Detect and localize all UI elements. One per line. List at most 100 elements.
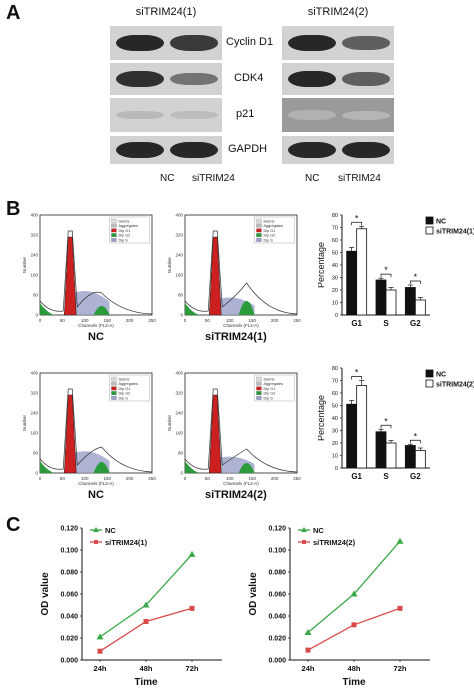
- flow-4-y-tick: 240: [175, 411, 183, 416]
- blot-band: [342, 36, 390, 50]
- western-blot-area: Cyclin D1 CDK4 p21 GAPDH: [0, 0, 474, 190]
- line1-point-NC: [142, 601, 150, 608]
- flow-2-g2-peak: [238, 301, 255, 315]
- line2-y-label: OD value: [248, 572, 259, 616]
- flow-3-outline: [39, 388, 153, 473]
- flow-4-legend-swatch: [256, 396, 262, 400]
- flow-label-si-2: siTRIM24(2): [205, 489, 267, 501]
- flow-1-legend-swatch: [111, 233, 117, 238]
- flow-1-legend-item: Aggregates: [118, 224, 138, 228]
- flow-2-x-tick: 250: [293, 318, 301, 323]
- blot-band: [116, 34, 164, 52]
- line1-x-label: Time: [134, 677, 158, 688]
- bar1-bar-NC: [375, 279, 387, 316]
- bar2-y-tick: 30: [332, 429, 338, 435]
- bar2-bar-siTRIM24(2): [414, 450, 426, 469]
- flow-3-y-tick: 0: [35, 471, 38, 476]
- line1-y-tick: 0.020: [60, 636, 78, 643]
- flow-1-x-tick: 50: [60, 318, 66, 323]
- flow-2-y-tick: 240: [175, 253, 183, 258]
- flow-2-x-tick: 50: [205, 318, 211, 323]
- line2-y-tick: 0.020: [268, 636, 286, 643]
- line1-legend-label: NC: [105, 526, 116, 535]
- flow-1-x-tick: 150: [103, 318, 111, 323]
- bar1-bar-siTRIM24(1): [385, 289, 397, 316]
- blot-band: [342, 110, 390, 120]
- line2-point-NC: [350, 590, 358, 597]
- flow-3-x-tick: 100: [81, 476, 89, 481]
- flow-4-legend-swatch: [256, 391, 262, 395]
- blot-band: [116, 110, 164, 120]
- flow-1-legend-item: Debris: [118, 219, 129, 223]
- lane-label-si-1: siTRIM24: [192, 173, 235, 184]
- line2-legend-marker: [302, 540, 306, 544]
- bar2-y-tick: 80: [332, 366, 338, 372]
- bar2-category-label: S: [383, 472, 389, 481]
- bar2-bar-siTRIM24(2): [385, 442, 397, 469]
- flow-4-legend-item: Dip S: [263, 397, 273, 401]
- line2-legend-label: siTRIM24(2): [313, 538, 356, 547]
- flow-1-legend-item: Dip G1: [118, 229, 130, 233]
- flow-3-legend-swatch: [111, 391, 117, 395]
- flow-4-y-axis-label: Number: [167, 415, 172, 432]
- line1-point-siTRIM24(1): [143, 619, 149, 624]
- protein-label-p21: p21: [236, 108, 255, 120]
- flow-3-debris: [40, 461, 54, 473]
- bar2-y-tick: 60: [332, 391, 338, 397]
- line1-x-tick: 72h: [186, 664, 199, 673]
- flow-1-y-tick: 0: [35, 313, 38, 318]
- flow-1-legend-swatch: [111, 218, 117, 223]
- line2-y-tick: 0.120: [268, 526, 286, 533]
- flow-2-x-axis-label: Channels (FL2-A): [223, 323, 259, 328]
- blot-band: [170, 72, 218, 86]
- line2-point-siTRIM24(2): [305, 647, 311, 653]
- line2-legend-label: NC: [313, 526, 324, 535]
- flow-4-x-tick: 150: [248, 476, 256, 481]
- flow-1-debris: [40, 303, 54, 315]
- line1-line-siTRIM24(1): [99, 607, 193, 652]
- flow-3-legend-swatch: [111, 376, 117, 381]
- flow-3-legend-item: Debris: [118, 377, 129, 381]
- blot-group2-title: siTRIM24(2): [307, 6, 369, 18]
- line2-y-tick: 0.060: [268, 592, 286, 599]
- line1-point-NC: [188, 550, 196, 557]
- bar1-legend-label: siTRIM24(1): [436, 229, 474, 236]
- flow-1-x-tick: 200: [126, 318, 134, 323]
- bar1-category-label: G1: [351, 319, 362, 328]
- flow-2-y-tick: 160: [175, 273, 183, 278]
- flow-3-x-tick: 250: [148, 476, 156, 481]
- flow-label-nc-1: NC: [88, 331, 104, 343]
- flow-4-x-tick: 200: [271, 476, 279, 481]
- flow-3-legend-item: Aggregates: [118, 382, 138, 386]
- flow-3-y-tick: 320: [30, 391, 38, 396]
- bar1-y-tick: 60: [332, 238, 338, 244]
- cell-cycle-bar-chart-1: 0 10 20 30 40 50 60 70 80 Percentage G1 * S * G2 * NC siT…: [318, 213, 474, 328]
- flow-3-x-tick: 200: [126, 476, 134, 481]
- flow-2-legend-item: Aggregates: [263, 224, 283, 228]
- bar1-y-tick: 50: [332, 251, 338, 257]
- flow-4-x-tick: 250: [293, 476, 301, 481]
- bar2-bar-NC: [346, 403, 358, 469]
- flow-1-x-axis-label: Channels (FL2-A): [78, 323, 114, 328]
- bar2-category-label: G1: [351, 472, 362, 481]
- line2-point-NC: [396, 537, 404, 544]
- flow-2-g1-peak: [208, 236, 222, 316]
- blot-band: [288, 110, 336, 120]
- flow-2-y-tick: 400: [175, 213, 183, 218]
- bar2-sig-star: *: [384, 416, 388, 426]
- bar2-bar-siTRIM24(2): [356, 385, 368, 469]
- flow-1-x-tick: 250: [148, 318, 156, 323]
- flow-cytometry-histograms: 0 50 100 150 200 250 0 80 160 240 320 400 Channels (…: [22, 213, 301, 487]
- panel-label-a: A: [6, 2, 21, 24]
- flow-1-x-tick: 100: [81, 318, 89, 323]
- bar2-bar-NC: [404, 445, 416, 469]
- blot-band: [288, 70, 336, 88]
- flow-1-y-axis-label: Number: [22, 257, 27, 274]
- flow-2-legend-item: Dip S: [263, 239, 273, 243]
- flow-1-legend-item: Dip G2: [118, 234, 130, 238]
- blot-band: [170, 110, 218, 120]
- flow-2-legend-swatch: [256, 218, 262, 223]
- bar1-bar-NC: [346, 250, 358, 316]
- bar1-legend-swatch: [425, 216, 434, 225]
- line2-y-tick: 0.000: [268, 658, 286, 665]
